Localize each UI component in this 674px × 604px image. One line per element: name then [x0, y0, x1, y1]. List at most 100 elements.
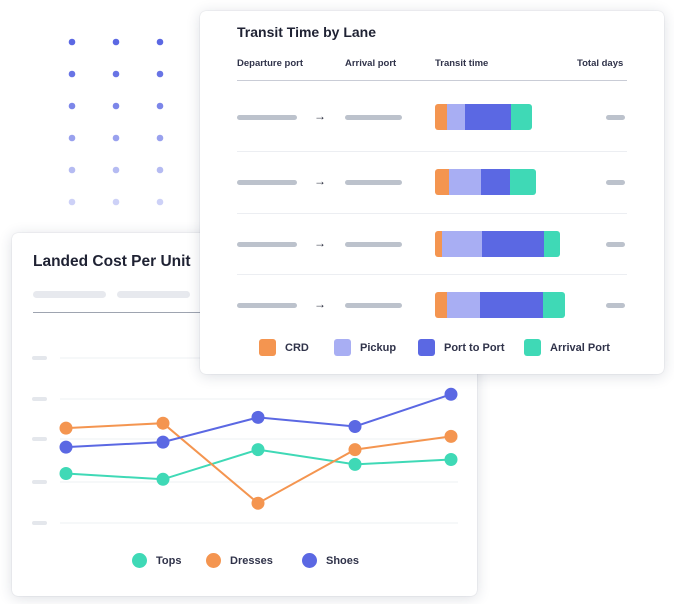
decorative-dot: [68, 102, 76, 110]
arrow-icon: →: [314, 174, 326, 188]
legend-item-shoes: Shoes: [302, 553, 359, 568]
bar-segment-pickup: [442, 231, 482, 257]
transit-time-bar: [435, 169, 537, 195]
departure-port-placeholder: [237, 241, 297, 247]
placeholder-filter-1: [33, 291, 106, 298]
legend-label: Tops: [156, 554, 182, 567]
transit-time-card: Transit Time by Lane Departure port Arri…: [200, 11, 664, 374]
departure-port-placeholder: [237, 179, 297, 185]
legend-label: Shoes: [326, 554, 360, 567]
decorative-dot: [68, 166, 76, 174]
bar-segment-arrival-port: [510, 169, 537, 195]
legend-swatch: [524, 339, 541, 356]
arrow-icon: →: [314, 236, 326, 250]
legend-label: Dresses: [230, 554, 273, 567]
y-tick-placeholder: [32, 397, 47, 401]
bar-segment-port-to-port: [481, 231, 545, 257]
data-point-dresses: [59, 421, 73, 435]
legend-label: Pickup: [360, 341, 397, 354]
decorative-dot: [68, 38, 76, 46]
bar-segment-crd: [435, 292, 447, 318]
bar-segment-crd: [435, 231, 443, 257]
decorative-dot: [112, 166, 120, 174]
bar-segment-pickup: [446, 104, 466, 130]
departure-port-placeholder: [237, 114, 297, 120]
bar-segment-arrival-port: [544, 231, 561, 257]
decorative-dot: [156, 70, 164, 78]
decorative-dot: [112, 198, 120, 206]
legend-item-crd: CRD: [259, 339, 309, 356]
data-point-shoes: [251, 410, 265, 424]
legend-item-tops: Tops: [132, 553, 181, 568]
data-point-dresses: [348, 443, 362, 457]
column-header-departure-port: Departure port: [237, 58, 303, 69]
arrival-port-placeholder: [345, 302, 402, 308]
decorative-dot: [68, 70, 76, 78]
legend-swatch: [334, 339, 351, 356]
bar-segment-arrival-port: [511, 104, 532, 130]
column-header-transit-time: Transit time: [435, 58, 489, 69]
departure-port-placeholder: [237, 302, 297, 308]
bar-segment-crd: [435, 169, 449, 195]
total-days-placeholder: [606, 114, 625, 120]
y-tick-placeholder: [32, 437, 47, 441]
decorative-dot: [68, 198, 76, 206]
legend-item-arrival-port: Arrival Port: [524, 339, 610, 356]
data-point-shoes: [444, 387, 458, 401]
y-tick-placeholder: [32, 480, 47, 484]
legend-dot: [206, 553, 221, 568]
data-point-shoes: [59, 440, 73, 454]
placeholder-filter-2: [117, 291, 190, 298]
data-point-tops: [156, 472, 170, 486]
transit-time-bar: [435, 231, 561, 257]
data-point-tops: [444, 453, 458, 466]
bar-segment-arrival-port: [542, 292, 565, 318]
data-point-tops: [348, 457, 362, 471]
legend-dot: [302, 553, 317, 568]
data-point-tops: [251, 443, 265, 457]
bar-segment-port-to-port: [480, 292, 543, 318]
bar-segment-port-to-port: [465, 104, 512, 130]
data-point-dresses: [444, 429, 458, 443]
row-divider: [237, 151, 627, 152]
landed-cost-line-chart: [32, 356, 458, 525]
legend-swatch: [259, 339, 276, 356]
y-tick-placeholder: [32, 356, 47, 360]
transit-time-bar: [435, 104, 532, 130]
legend-dot: [132, 553, 147, 568]
bar-segment-port-to-port: [480, 169, 511, 195]
row-divider: [237, 274, 627, 275]
total-days-placeholder: [606, 302, 625, 308]
decorative-dot: [156, 38, 164, 46]
arrival-port-placeholder: [345, 179, 402, 185]
table-header-divider: [237, 80, 627, 81]
bar-segment-pickup: [448, 169, 481, 195]
total-days-placeholder: [606, 179, 625, 185]
legend-swatch: [418, 339, 435, 356]
decorative-dot: [112, 38, 120, 46]
total-days-placeholder: [606, 241, 625, 247]
decorative-dot: [156, 166, 164, 174]
bar-segment-pickup: [446, 292, 481, 318]
legend-item-dresses: Dresses: [206, 553, 273, 568]
decorative-dot: [156, 134, 164, 142]
arrival-port-placeholder: [345, 114, 402, 120]
transit-time-bar: [435, 292, 565, 318]
decorative-dot: [156, 198, 164, 206]
arrow-icon: →: [314, 297, 326, 311]
decorative-dot: [112, 102, 120, 110]
arrival-port-placeholder: [345, 241, 402, 247]
data-point-shoes: [156, 435, 170, 449]
decorative-dot: [112, 70, 120, 78]
decorative-dot: [156, 102, 164, 110]
data-point-dresses: [251, 496, 265, 510]
data-point-dresses: [156, 416, 170, 430]
column-header-arrival-port: Arrival port: [345, 58, 397, 69]
legend-label: CRD: [285, 341, 309, 354]
bar-segment-crd: [435, 104, 447, 130]
transit-time-title: Transit Time by Lane: [237, 24, 377, 40]
legend-label: Arrival Port: [550, 341, 610, 354]
legend-label: Port to Port: [444, 341, 505, 354]
landed-cost-title: Landed Cost Per Unit: [33, 253, 191, 270]
